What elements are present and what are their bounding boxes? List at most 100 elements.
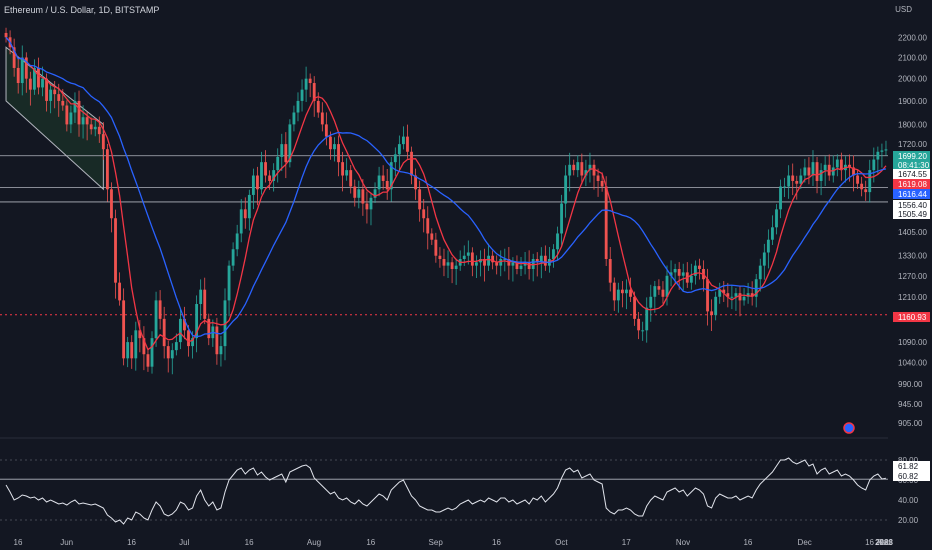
price-tick-4: 1090.00 xyxy=(898,338,927,347)
candle-125 xyxy=(511,262,515,266)
price-label-support-7: 1160.93 xyxy=(898,313,927,322)
rsi-tick-3: 80.00 xyxy=(898,456,919,465)
rsi-label-0: 61.82 xyxy=(898,462,919,471)
candle-63 xyxy=(260,162,263,190)
candle-78 xyxy=(320,112,324,125)
candle-146 xyxy=(596,175,600,181)
price-tick-2: 990.00 xyxy=(898,380,923,389)
price-tick-8: 1330.00 xyxy=(898,252,927,261)
candle-178 xyxy=(726,293,730,297)
candle-138 xyxy=(564,175,568,204)
candle-159 xyxy=(649,296,653,308)
candle-39 xyxy=(162,318,166,347)
price-tick-16: 2000.00 xyxy=(898,75,927,84)
rsi-tick-0: 20.00 xyxy=(898,516,919,525)
candle-5 xyxy=(24,57,28,79)
candle-73 xyxy=(300,89,304,101)
candle-10 xyxy=(45,78,48,101)
candle-111 xyxy=(454,265,458,269)
candle-160 xyxy=(653,286,657,297)
price-label-bg-2 xyxy=(893,169,930,179)
candle-119 xyxy=(487,255,490,266)
candle-175 xyxy=(714,296,718,316)
candle-71 xyxy=(292,112,296,125)
candle-173 xyxy=(706,279,709,312)
candle-205 xyxy=(835,159,839,168)
candle-195 xyxy=(795,180,799,184)
price-label-level-6: 1505.49 xyxy=(898,210,927,219)
candle-20 xyxy=(85,117,89,125)
candle-136 xyxy=(556,233,559,250)
candle-156 xyxy=(637,318,641,331)
candle-19 xyxy=(81,117,85,125)
candle-35 xyxy=(146,354,150,367)
candle-84 xyxy=(345,170,349,176)
x-tick-12: 16 xyxy=(743,538,752,547)
candle-163 xyxy=(665,275,669,297)
candle-105 xyxy=(430,233,434,240)
candle-70 xyxy=(288,124,292,163)
candle-188 xyxy=(766,239,770,253)
candle-91 xyxy=(373,189,377,198)
candle-167 xyxy=(681,272,685,276)
candle-180 xyxy=(734,293,738,297)
x-tick-5: Aug xyxy=(307,538,321,547)
candle-33 xyxy=(138,330,142,339)
candle-139 xyxy=(568,164,572,176)
candle-36 xyxy=(150,338,154,367)
candle-28 xyxy=(118,282,121,301)
x-tick-3: Jul xyxy=(179,538,189,547)
candle-62 xyxy=(256,175,259,190)
candle-99 xyxy=(406,136,409,152)
ma-fast-line xyxy=(5,36,887,351)
candle-85 xyxy=(349,170,353,187)
candle-42 xyxy=(174,342,178,351)
candle-26 xyxy=(110,189,113,219)
candle-89 xyxy=(365,203,369,210)
candle-116 xyxy=(474,262,478,266)
candle-69 xyxy=(284,144,288,163)
candle-117 xyxy=(479,259,482,263)
candle-161 xyxy=(657,286,661,290)
currency-label: USD xyxy=(895,5,912,14)
candle-13 xyxy=(57,94,61,101)
candle-90 xyxy=(369,197,373,210)
candle-77 xyxy=(316,100,320,113)
candle-43 xyxy=(178,318,182,343)
candle-49 xyxy=(203,289,207,319)
x-tick-2: 16 xyxy=(127,538,136,547)
candle-65 xyxy=(268,175,272,181)
x-tick-17: Feb xyxy=(877,538,891,547)
candle-118 xyxy=(483,259,486,266)
candle-82 xyxy=(337,144,340,163)
candle-30 xyxy=(126,342,130,359)
candle-24 xyxy=(101,134,105,150)
candle-104 xyxy=(426,218,430,234)
candles xyxy=(4,27,888,375)
candle-153 xyxy=(625,289,628,294)
x-tick-9: Oct xyxy=(555,538,568,547)
candle-11 xyxy=(49,89,53,101)
candle-102 xyxy=(418,189,422,210)
rsi-label-bg-1 xyxy=(893,471,930,481)
price-label-bg-7 xyxy=(893,312,930,322)
x-tick-11: Nov xyxy=(676,538,690,547)
ma-slow-line xyxy=(5,36,887,338)
candle-191 xyxy=(779,186,782,210)
candle-154 xyxy=(629,289,632,297)
candle-95 xyxy=(389,162,393,190)
candle-53 xyxy=(219,346,223,355)
candle-8 xyxy=(37,67,40,88)
candle-152 xyxy=(620,289,624,294)
rsi-label-bg-0 xyxy=(893,461,930,471)
candle-54 xyxy=(223,300,227,347)
price-tick-6: 1210.00 xyxy=(898,293,927,302)
candle-169 xyxy=(689,275,693,283)
x-tick-0: 16 xyxy=(14,538,23,547)
candle-79 xyxy=(324,124,328,137)
candle-27 xyxy=(114,218,117,283)
candle-86 xyxy=(353,186,357,198)
candle-80 xyxy=(329,136,332,150)
candle-52 xyxy=(215,326,219,355)
